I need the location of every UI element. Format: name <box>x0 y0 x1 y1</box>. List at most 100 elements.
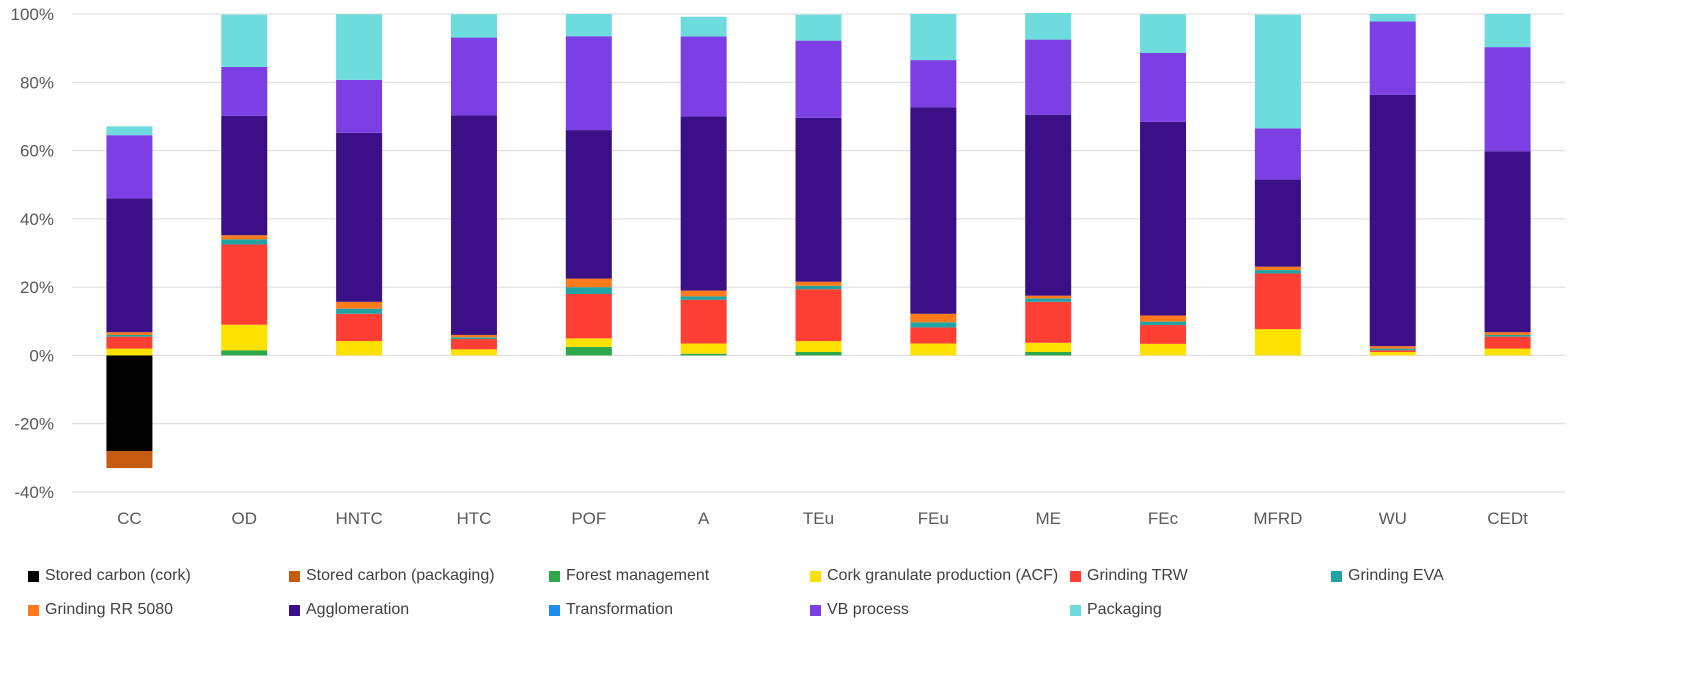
bar-segment-hntc-7 <box>336 132 383 302</box>
bar-segment-wu-6 <box>1369 346 1416 349</box>
bar-segment-pof-7 <box>565 130 612 279</box>
bar-segment-pof-4 <box>565 293 612 339</box>
bar-segment-cc-0 <box>106 355 153 452</box>
bar-segment-teu-7 <box>795 117 842 282</box>
bar-segment-teu-5 <box>795 285 842 290</box>
bar-segment-feu-9 <box>910 60 957 108</box>
x-tick-label: FEu <box>918 509 949 528</box>
x-tick-label: HTC <box>456 509 491 528</box>
bar-segment-a-7 <box>680 116 727 291</box>
bar-segment-feu-6 <box>910 313 957 323</box>
bar-segment-cc-1 <box>106 451 153 469</box>
y-tick-label: 100% <box>11 5 54 24</box>
bar-segment-htc-6 <box>450 334 497 338</box>
bar-segment-od-9 <box>221 66 268 116</box>
y-tick-label: -40% <box>14 483 54 502</box>
bar-segment-hntc-10 <box>336 14 383 80</box>
bar-segment-mfrd-10 <box>1254 14 1301 129</box>
bar-segment-cc-4 <box>106 336 153 349</box>
bar-segment-od-3 <box>221 324 268 351</box>
bar-segment-pof-6 <box>565 278 612 288</box>
bar-segment-teu-6 <box>795 281 842 286</box>
bar-segment-cedt-6 <box>1484 332 1531 335</box>
bar-segment-feu-5 <box>910 322 957 328</box>
bar-segment-cedt-7 <box>1484 151 1531 333</box>
bar-segment-pof-2 <box>565 346 612 356</box>
bar-segment-fec-5 <box>1140 321 1187 326</box>
bar-segment-cedt-3 <box>1484 348 1531 356</box>
bar-segment-cedt-10 <box>1484 14 1531 48</box>
bars <box>106 12 1531 469</box>
bar-segment-wu-5 <box>1369 348 1416 351</box>
bar-segment-teu-3 <box>795 341 842 353</box>
bar-segment-me-4 <box>1025 301 1072 343</box>
bar-segment-teu-2 <box>795 352 842 356</box>
bar-segment-a-9 <box>680 36 727 117</box>
bar-segment-a-6 <box>680 290 727 297</box>
bar-segment-wu-4 <box>1369 350 1416 353</box>
x-tick-label: A <box>698 509 710 528</box>
x-tick-label: HNTC <box>336 509 383 528</box>
bar-segment-od-7 <box>221 115 268 236</box>
bar-segment-a-10 <box>680 16 727 37</box>
bar-segment-cedt-4 <box>1484 336 1531 349</box>
x-tick-label: CEDt <box>1487 509 1528 528</box>
y-tick-label: 0% <box>29 346 54 365</box>
bar-segment-mfrd-9 <box>1254 128 1301 180</box>
bar-segment-cc-5 <box>106 334 153 337</box>
bar-segment-mfrd-6 <box>1254 266 1301 271</box>
x-tick-label: ME <box>1035 509 1061 528</box>
bar-segment-wu-3 <box>1369 352 1416 356</box>
bar-segment-pof-3 <box>565 338 612 347</box>
bar-segment-wu-9 <box>1369 21 1416 95</box>
bar-segment-mfrd-4 <box>1254 273 1301 330</box>
bar-segment-cc-10 <box>106 126 153 136</box>
bar-segment-cc-7 <box>106 198 153 333</box>
x-tick-label: CC <box>117 509 142 528</box>
bar-segment-me-7 <box>1025 114 1072 296</box>
bar-segment-me-6 <box>1025 295 1072 299</box>
bar-segment-hntc-3 <box>336 341 383 356</box>
y-tick-label: -20% <box>14 415 54 434</box>
bar-segment-htc-10 <box>450 14 497 38</box>
bar-segment-fec-7 <box>1140 121 1187 316</box>
bar-segment-me-10 <box>1025 12 1072 40</box>
bar-segment-cc-6 <box>106 332 153 335</box>
bar-segment-cc-9 <box>106 135 153 199</box>
x-axis: CC OD HNTC HTC POF A TEu FEu ME FEc MFRD WU CEDt <box>117 509 1528 528</box>
y-tick-label: 40% <box>20 210 54 229</box>
y-tick-label: 80% <box>20 73 54 92</box>
bar-segment-htc-3 <box>450 349 497 356</box>
bar-segment-feu-7 <box>910 107 957 314</box>
y-tick-label: 60% <box>20 142 54 161</box>
bar-segment-wu-10 <box>1369 14 1416 22</box>
bar-segment-od-4 <box>221 244 268 325</box>
bar-segment-feu-4 <box>910 327 957 344</box>
x-tick-label: TEu <box>803 509 834 528</box>
x-tick-label: POF <box>571 509 606 528</box>
bar-segment-a-5 <box>680 296 727 300</box>
bar-segment-a-2 <box>680 353 727 356</box>
bar-segment-me-5 <box>1025 298 1072 302</box>
bar-segment-od-10 <box>221 14 268 67</box>
bar-segment-teu-9 <box>795 40 842 118</box>
bar-segment-hntc-4 <box>336 313 383 342</box>
bar-segment-htc-9 <box>450 37 497 116</box>
bar-segment-me-9 <box>1025 39 1072 115</box>
bar-segment-wu-7 <box>1369 94 1416 347</box>
x-tick-label: FEc <box>1148 509 1179 528</box>
bar-segment-cc-3 <box>106 348 153 356</box>
y-tick-label: 20% <box>20 278 54 297</box>
bar-segment-mfrd-7 <box>1254 179 1301 267</box>
bar-segment-teu-10 <box>795 14 842 41</box>
y-axis: 100% 80% 60% 40% 20% 0% -20% -40% <box>11 5 54 502</box>
bar-segment-feu-3 <box>910 343 957 356</box>
bar-segment-hntc-6 <box>336 301 383 309</box>
bar-segment-od-6 <box>221 235 268 240</box>
bar-segment-pof-10 <box>565 14 612 37</box>
bar-segment-cedt-9 <box>1484 47 1531 152</box>
bar-segment-feu-10 <box>910 14 957 61</box>
bar-segment-htc-7 <box>450 115 497 335</box>
bar-segment-hntc-9 <box>336 79 383 133</box>
